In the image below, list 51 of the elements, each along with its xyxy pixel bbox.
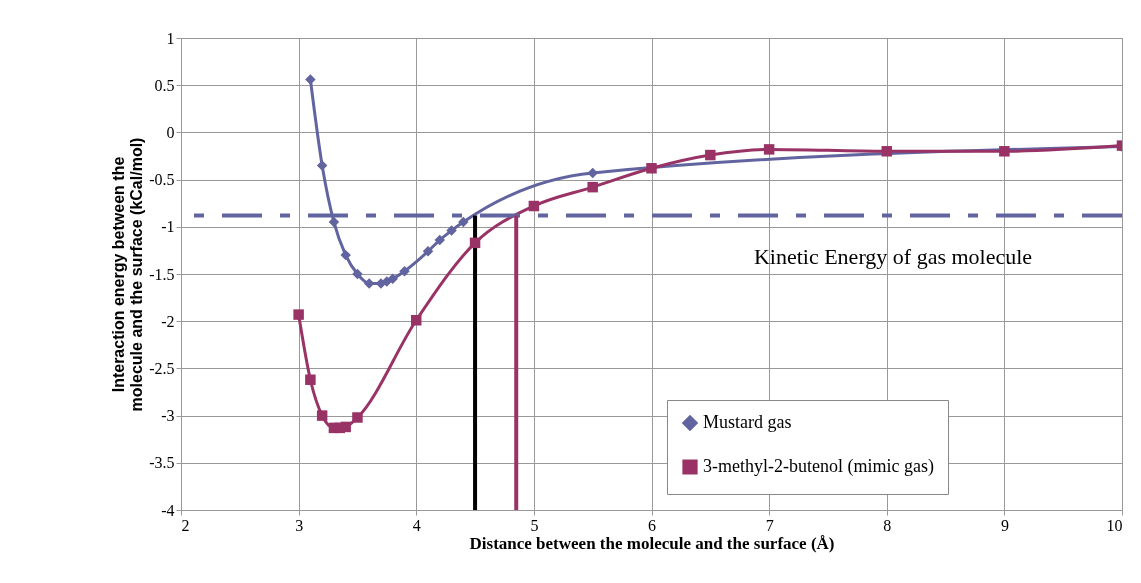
x-tick-label: 10 (1106, 516, 1123, 534)
y-tick-label: -4 (161, 501, 175, 519)
x-axis-title: Distance between the molecule and the surface (Å) (469, 533, 835, 553)
y-tick-label: 0 (166, 123, 175, 141)
point (411, 315, 422, 326)
y-tick-label: -3.5 (149, 454, 175, 472)
point (340, 249, 351, 261)
point (763, 144, 775, 155)
point (305, 74, 316, 85)
point (316, 410, 328, 421)
x-tick-label: 3 (295, 516, 304, 534)
point (422, 246, 434, 257)
x-tick-label: 9 (1000, 516, 1009, 534)
point (399, 265, 410, 277)
point (999, 146, 1010, 157)
y-axis-title: Interaction energy between the molecule and the surface (kCal/mol) (110, 137, 146, 412)
y-tick-label: -1 (161, 218, 175, 236)
point (469, 237, 481, 249)
point (352, 412, 363, 423)
point (340, 421, 351, 433)
point (293, 309, 304, 320)
x-tick-label: 7 (765, 516, 774, 534)
point (446, 225, 457, 236)
x-tick-label: 2 (181, 516, 190, 534)
point (587, 181, 598, 193)
point (587, 167, 598, 179)
x-tick-label: 5 (530, 516, 539, 534)
x-tick-label: 8 (883, 516, 892, 534)
point (305, 374, 316, 385)
point (387, 273, 398, 284)
point (458, 216, 469, 228)
y-tick-label: -3 (161, 407, 175, 425)
y-tick-label: -1.5 (149, 265, 175, 283)
point (328, 216, 340, 228)
point (705, 149, 716, 161)
ref-line-label: Kinetic Energy of gas molecule (753, 244, 1033, 269)
point (881, 146, 892, 157)
point (646, 163, 657, 174)
y-tick-label: 0.5 (154, 76, 175, 94)
y-tick-label: 1 (166, 29, 175, 47)
point (434, 234, 446, 246)
x-tick-label: 6 (648, 516, 656, 534)
y-tick-label: -2 (161, 312, 175, 330)
y-tick-label: -2.5 (149, 359, 175, 377)
point (316, 160, 328, 171)
legend-label: Mustard gas (703, 412, 792, 432)
legend-label: 3-methyl-2-butenol (mimic gas) (703, 456, 934, 477)
point (352, 268, 363, 280)
x-tick-label: 4 (412, 516, 421, 534)
y-tick-label: -0.5 (149, 171, 175, 189)
point (528, 200, 540, 212)
